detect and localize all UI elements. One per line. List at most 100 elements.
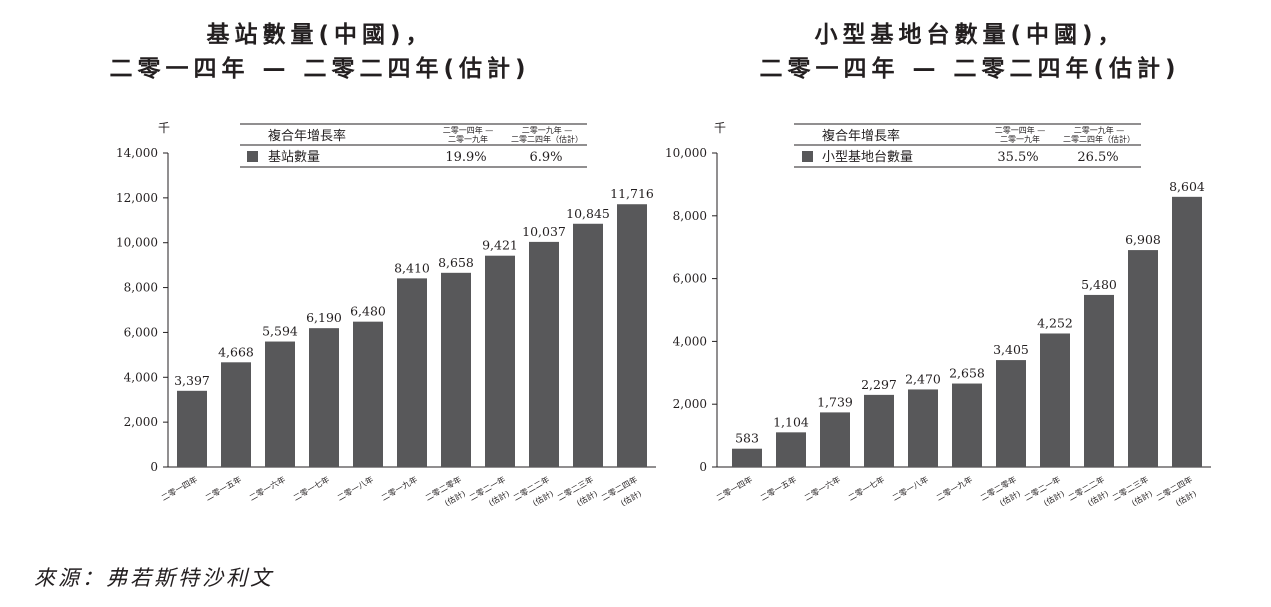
legend-period1-line2: 二零一九年 [1000, 134, 1040, 144]
y-tick-label: 6,000 [124, 325, 158, 339]
cagr-legend-table: 複合年增長率 二零一四年 —二零一九年 二零一九年 —二零二四年（估計） 基站數量 19… [240, 123, 587, 168]
bar-value-label: 2,470 [905, 371, 941, 386]
y-tick-label: 12,000 [116, 191, 158, 205]
bar [485, 255, 515, 467]
y-tick-label: 4,000 [124, 370, 158, 384]
bar-value-label: 8,410 [394, 260, 430, 275]
x-tick-label: 二零一九年 [379, 474, 419, 503]
bar [265, 341, 295, 467]
bar-value-label: 8,604 [1169, 179, 1205, 194]
bar-value-label: 5,480 [1081, 277, 1117, 292]
legend-period1-line1: 二零一四年 — [995, 125, 1046, 135]
x-tick-label: 二零一五年 [758, 474, 798, 503]
legend-cagr-value-1: 35.5% [997, 150, 1038, 165]
bar [397, 278, 427, 467]
bar-value-label: 11,716 [610, 186, 654, 201]
x-tick-label: 二零一四年 [159, 474, 199, 503]
bar [1128, 250, 1158, 467]
x-tick-label: 二零一九年 [934, 474, 974, 503]
y-tick-label: 10,000 [116, 236, 158, 250]
cagr-legend-table: 複合年增長率 二零一四年 —二零一九年 二零一九年 —二零二四年（估計） 小型基地台數… [794, 123, 1141, 168]
chart-title-base-stations: 基站數量(中國)， 二零一四年 — 二零二四年(估計) [40, 18, 600, 86]
title-line-2: 二零一四年 — 二零二四年(估計) [759, 56, 1181, 82]
bar [309, 328, 339, 467]
bar [908, 389, 938, 467]
x-tick-label: 二零一四年 [714, 474, 754, 503]
bar-value-label: 8,658 [438, 255, 474, 270]
bar [1084, 294, 1114, 467]
legend-cagr-header: 複合年增長率 [268, 128, 346, 144]
y-tick-label: 10,000 [665, 146, 707, 160]
x-tick-label: 二零一八年 [335, 474, 375, 503]
bar-value-label: 2,297 [861, 377, 897, 392]
bar [776, 432, 806, 467]
bar-value-label: 5,594 [262, 324, 298, 339]
y-tick-label: 8,000 [124, 281, 158, 295]
title-line-2: 二零一四年 — 二零二四年(估計) [109, 56, 531, 82]
bar-value-label: 6,190 [306, 310, 342, 325]
source-note: 來源：弗若斯特沙利文 [34, 566, 274, 590]
legend-swatch [802, 151, 813, 162]
y-tick-label: 6,000 [673, 272, 707, 286]
bar [1040, 333, 1070, 467]
y-tick-label: 8,000 [673, 209, 707, 223]
legend-cagr-value-2: 6.9% [529, 150, 562, 165]
bar-value-label: 6,480 [350, 304, 386, 319]
bar [573, 223, 603, 467]
legend-period2-line1: 二零一九年 — [522, 125, 573, 135]
legend-swatch [247, 151, 258, 162]
legend-cagr-value-1: 19.9% [445, 150, 486, 165]
title-line-1: 小型基地台數量(中國)， [814, 22, 1126, 48]
bar-value-label: 9,421 [482, 238, 518, 253]
legend-cagr-value-2: 26.5% [1077, 150, 1118, 165]
bar [177, 390, 207, 467]
legend-cagr-header: 複合年增長率 [822, 128, 900, 144]
y-tick-label: 4,000 [673, 334, 707, 348]
y-tick-label: 2,000 [124, 415, 158, 429]
bar [617, 204, 647, 467]
chart-title-small-cells: 小型基地台數量(中國)， 二零一四年 — 二零二四年(估計) [690, 18, 1250, 86]
bar-value-label: 4,668 [218, 344, 254, 359]
bar-value-label: 3,405 [993, 342, 1029, 357]
bar [353, 321, 383, 467]
legend-period1-line1: 二零一四年 — [443, 125, 494, 135]
bar-value-label: 10,845 [566, 206, 610, 221]
bar [1172, 196, 1202, 467]
y-tick-label: 14,000 [116, 146, 158, 160]
bar-value-label: 2,658 [949, 366, 985, 381]
bar-value-label: 1,739 [817, 394, 853, 409]
bar [996, 360, 1026, 467]
title-line-1: 基站數量(中國)， [206, 22, 434, 48]
bar [820, 412, 850, 467]
bar-value-label: 6,908 [1125, 232, 1161, 247]
y-axis-unit-label: 千 [158, 121, 170, 135]
bar-value-label: 4,252 [1037, 315, 1073, 330]
bar-value-label: 10,037 [522, 224, 566, 239]
bar-value-label: 1,104 [773, 414, 809, 429]
chart-2: 千 0 2,000 4,000 6,000 8,000 10,000 583 二零一四年 1,10… [665, 121, 1211, 508]
bar [732, 448, 762, 467]
x-tick-label: 二零一七年 [291, 474, 331, 503]
x-tick-label: 二零一七年 [846, 474, 886, 503]
bar [221, 362, 251, 467]
legend-period2-line2: 二零二四年（估計） [1063, 134, 1135, 144]
legend-series-name: 小型基地台數量 [822, 150, 913, 165]
x-tick-label: 二零一六年 [247, 474, 287, 503]
legend-period2-line2: 二零二四年（估計） [511, 134, 583, 144]
legend-period1-line2: 二零一九年 [448, 134, 488, 144]
bar-value-label: 583 [735, 431, 759, 446]
bar [952, 383, 982, 467]
legend-period2-line1: 二零一九年 — [1074, 125, 1125, 135]
bar [864, 394, 894, 467]
y-tick-label: 0 [150, 460, 158, 474]
y-tick-label: 0 [699, 460, 707, 474]
bar [441, 272, 471, 467]
chart-1: 千 0 2,000 4,000 6,000 8,000 10,000 12,000 14,000… [116, 121, 656, 508]
legend-series-name: 基站數量 [268, 150, 320, 165]
y-axis-unit-label: 千 [714, 121, 726, 135]
y-tick-label: 2,000 [673, 397, 707, 411]
bar-value-label: 3,397 [174, 373, 210, 388]
bar [529, 241, 559, 467]
x-tick-label: 二零一五年 [203, 474, 243, 503]
bar-charts: 千 0 2,000 4,000 6,000 8,000 10,000 12,000 14,000… [116, 121, 1211, 508]
